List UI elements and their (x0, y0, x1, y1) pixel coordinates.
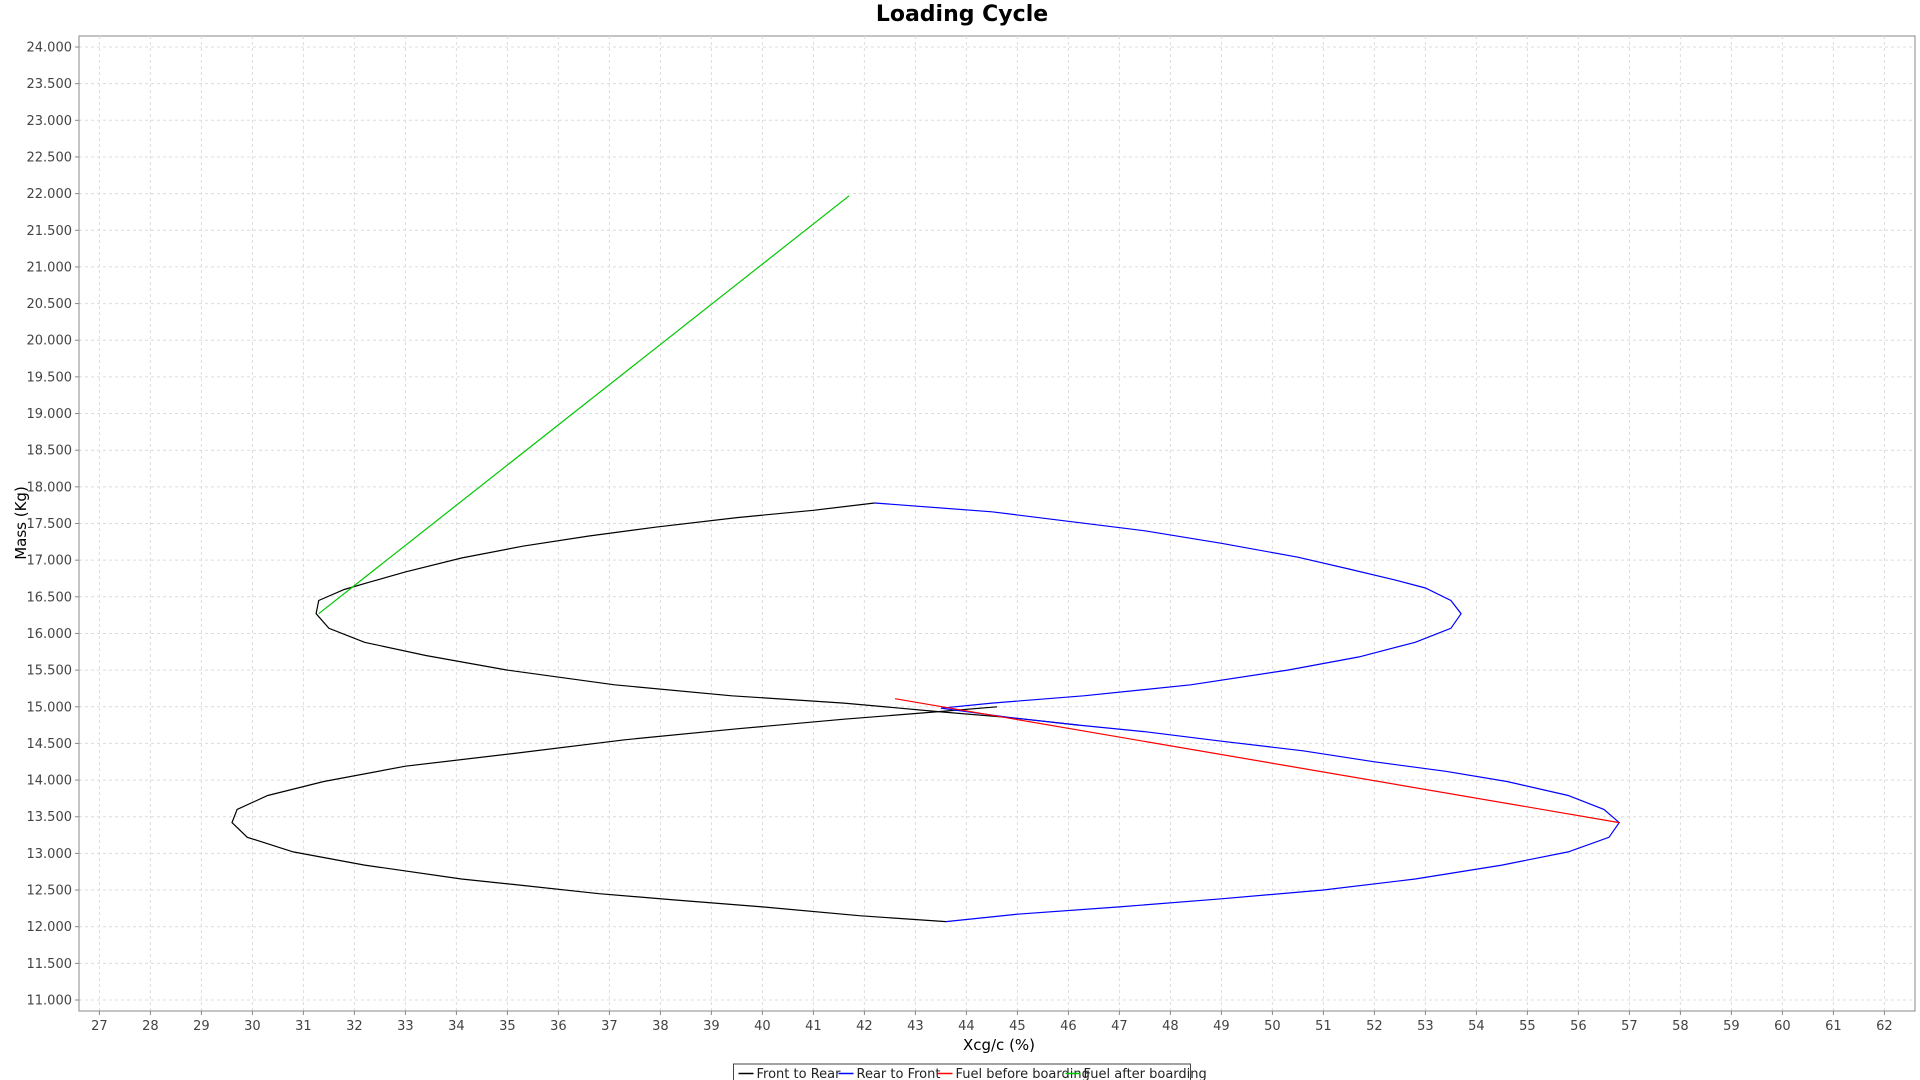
x-tick-label: 33 (397, 1019, 414, 1034)
x-tick-label: 34 (448, 1019, 465, 1034)
x-tick-label: 59 (1723, 1019, 1740, 1034)
x-tick-label: 46 (1060, 1019, 1077, 1034)
y-tick-label: 17.000 (27, 554, 73, 569)
legend-box (733, 1063, 1191, 1080)
legend-label: Rear to Front (857, 1067, 941, 1080)
y-tick-label: 24.000 (27, 40, 73, 55)
x-tick-label: 57 (1621, 1019, 1638, 1034)
series-lines (231, 195, 1621, 923)
x-tick-label: 62 (1876, 1019, 1893, 1034)
y-tick-label: 21.500 (27, 224, 73, 239)
y-tick-label: 15.500 (27, 664, 73, 679)
y-tick-label: 13.500 (27, 810, 73, 825)
legend-item: Fuel before boarding (937, 1067, 1090, 1080)
grid-lines (79, 36, 1915, 1011)
x-tick-label: 38 (652, 1019, 669, 1034)
x-axis-label: Xcg/c (%) (963, 1036, 1035, 1054)
x-tick-label: 56 (1570, 1019, 1587, 1034)
y-axis-label: Mass (Kg) (12, 486, 30, 560)
x-tick-label: 44 (958, 1019, 975, 1034)
x-tick-label: 40 (754, 1019, 771, 1034)
legend-item: Fuel after boarding (1065, 1067, 1207, 1080)
y-tick-label: 14.000 (27, 774, 73, 789)
x-tick-label: 36 (550, 1019, 567, 1034)
x-tick-label: 35 (499, 1019, 516, 1034)
y-tick-label: 18.000 (27, 480, 73, 495)
y-tick-label: 12.000 (27, 920, 73, 935)
y-tick-label: 22.500 (27, 150, 73, 165)
y-tick-label: 15.000 (27, 700, 73, 715)
x-tick-label: 48 (1162, 1019, 1179, 1034)
x-tick-label: 51 (1315, 1019, 1332, 1034)
x-tick-label: 49 (1213, 1019, 1230, 1034)
y-tick-label: 16.000 (27, 627, 73, 642)
x-tick-label: 52 (1366, 1019, 1383, 1034)
series-line-rear-to-front (874, 502, 1621, 923)
legend-item: Rear to Front (838, 1067, 941, 1080)
legend-item: Front to Rear (738, 1067, 842, 1080)
x-tick-label: 42 (856, 1019, 873, 1034)
x-tick-label: 39 (703, 1019, 720, 1034)
x-tick-label: 54 (1468, 1019, 1485, 1034)
series-line-fuel-before-boarding (894, 698, 1620, 824)
legend: Front to Rear Rear to Front Fuel before bo… (733, 1063, 1207, 1080)
x-tick-label: 28 (142, 1019, 159, 1034)
x-tick-label: 41 (805, 1019, 822, 1034)
y-tick-label: 21.000 (27, 260, 73, 275)
series-line-front-to-rear (231, 706, 998, 923)
x-tick-label: 53 (1417, 1019, 1434, 1034)
x-tick-label: 31 (295, 1019, 312, 1034)
x-tick-label: 32 (346, 1019, 363, 1034)
x-tick-label: 61 (1825, 1019, 1842, 1034)
y-tick-label: 16.500 (27, 590, 73, 605)
y-axis-ticks: 11.000 11.500 12.000 12.500 13.000 13.500 14.0… (27, 40, 79, 1009)
y-tick-label: 11.000 (27, 994, 73, 1009)
chart-title: Loading Cycle (876, 2, 1048, 27)
y-tick-label: 14.500 (27, 737, 73, 752)
y-tick-label: 12.500 (27, 884, 73, 899)
x-axis-ticks: 27 28 29 30 31 32 33 34 35 36 37 38 39 40 41 42 43 44 45 46… (91, 1011, 1893, 1034)
x-tick-label: 47 (1111, 1019, 1128, 1034)
x-tick-label: 37 (601, 1019, 618, 1034)
x-tick-label: 50 (1264, 1019, 1281, 1034)
y-tick-label: 17.500 (27, 517, 73, 532)
series-line-fuel-after-boarding (318, 195, 850, 615)
y-tick-label: 19.500 (27, 370, 73, 385)
x-tick-label: 55 (1519, 1019, 1536, 1034)
x-tick-label: 58 (1672, 1019, 1689, 1034)
x-tick-label: 45 (1009, 1019, 1026, 1034)
x-tick-label: 60 (1774, 1019, 1791, 1034)
y-tick-label: 11.500 (27, 957, 73, 972)
legend-label: Fuel before boarding (956, 1067, 1090, 1080)
y-tick-label: 22.000 (27, 187, 73, 202)
y-tick-label: 18.500 (27, 444, 73, 459)
y-tick-label: 13.000 (27, 847, 73, 862)
x-tick-label: 27 (91, 1019, 108, 1034)
y-tick-label: 23.000 (27, 114, 73, 129)
y-tick-label: 20.500 (27, 297, 73, 312)
x-tick-label: 43 (907, 1019, 924, 1034)
series-line-front-to-rear (315, 502, 1079, 726)
legend-label: Fuel after boarding (1084, 1067, 1207, 1080)
x-tick-label: 30 (244, 1019, 261, 1034)
y-tick-label: 20.000 (27, 334, 73, 349)
y-tick-label: 19.000 (27, 407, 73, 422)
y-tick-label: 23.500 (27, 77, 73, 92)
legend-label: Front to Rear (757, 1067, 842, 1080)
x-tick-label: 29 (193, 1019, 210, 1034)
